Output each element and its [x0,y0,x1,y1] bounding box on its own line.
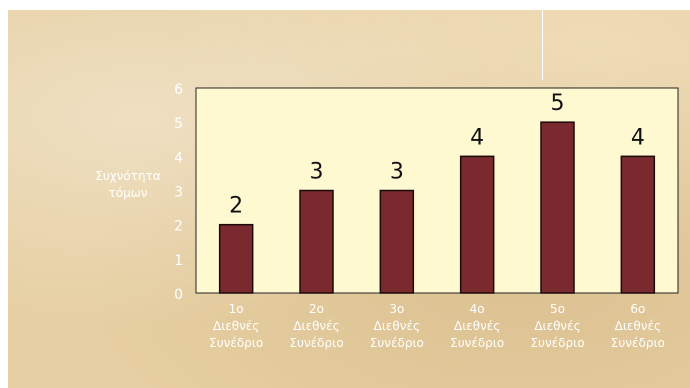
x-tick-label-line: 2ο [309,302,324,316]
x-tick-label-line: 1ο [229,302,244,316]
x-tick-label-line: Συνέδριο [450,336,504,350]
bar-value-label: 4 [631,125,645,150]
x-tick-label: 6ο Διεθνές Συνέδριο [611,302,665,350]
x-tick-label: 2ο Διεθνές Συνέδριο [289,302,343,350]
x-tick-label-line: Συνέδριο [289,336,343,350]
y-axis-label-line-2: τόμων [108,186,148,200]
y-tick-label: 3 [174,185,183,201]
x-tick-label-line: Συνέδριο [370,336,424,350]
x-tick-label-line: Διεθνές [615,319,661,333]
bar-value-label: 5 [551,91,565,116]
y-tick-label: 1 [174,253,183,269]
x-tick-label: 5ο Διεθνές Συνέδριο [530,302,584,350]
x-tick-label-line: Συνέδριο [209,336,263,350]
plot-area [195,87,679,294]
x-tick-label-line: Διεθνές [374,319,420,333]
x-tick-label: 3ο Διεθνές Συνέδριο [370,302,424,350]
y-tick-label: 0 [174,287,183,303]
x-tick-label-line: Διεθνές [534,319,580,333]
x-tick-label-line: 6ο [630,302,645,316]
bar [459,155,495,294]
bar [379,189,415,294]
x-tick-label-line: 3ο [389,302,404,316]
x-tick-label-line: Διεθνές [213,319,259,333]
bar [218,223,254,294]
bar [299,189,334,294]
bar-value-label: 2 [229,194,243,219]
x-tick-label-line: Διεθνές [293,319,339,333]
x-tick-label-line: Συνέδριο [530,336,584,350]
y-tick-label: 2 [174,219,183,235]
x-tick-label-line: Συνέδριο [611,336,665,350]
y-axis-label: Συχνότητα τόμων [78,168,178,202]
y-axis-label-line-1: Συχνότητα [95,169,161,183]
x-tick-label-line: 5ο [550,302,565,316]
bar-value-label: 4 [470,125,484,150]
x-tick-label-line: 4ο [470,302,485,316]
x-tick-label: 1ο Διεθνές Συνέδριο [209,302,263,350]
bar-value-label: 3 [310,160,324,185]
vertical-guide-line [542,0,543,80]
y-tick-label: 6 [174,82,183,98]
y-tick-label: 5 [174,116,183,132]
bar [540,121,575,294]
top-border [0,0,690,10]
y-tick-label: 4 [174,150,183,166]
x-tick-label-line: Διεθνές [454,319,500,333]
bar [620,155,656,294]
x-tick-label: 4ο Διεθνές Συνέδριο [450,302,504,350]
bar-value-label: 3 [390,160,404,185]
left-border [0,0,8,388]
